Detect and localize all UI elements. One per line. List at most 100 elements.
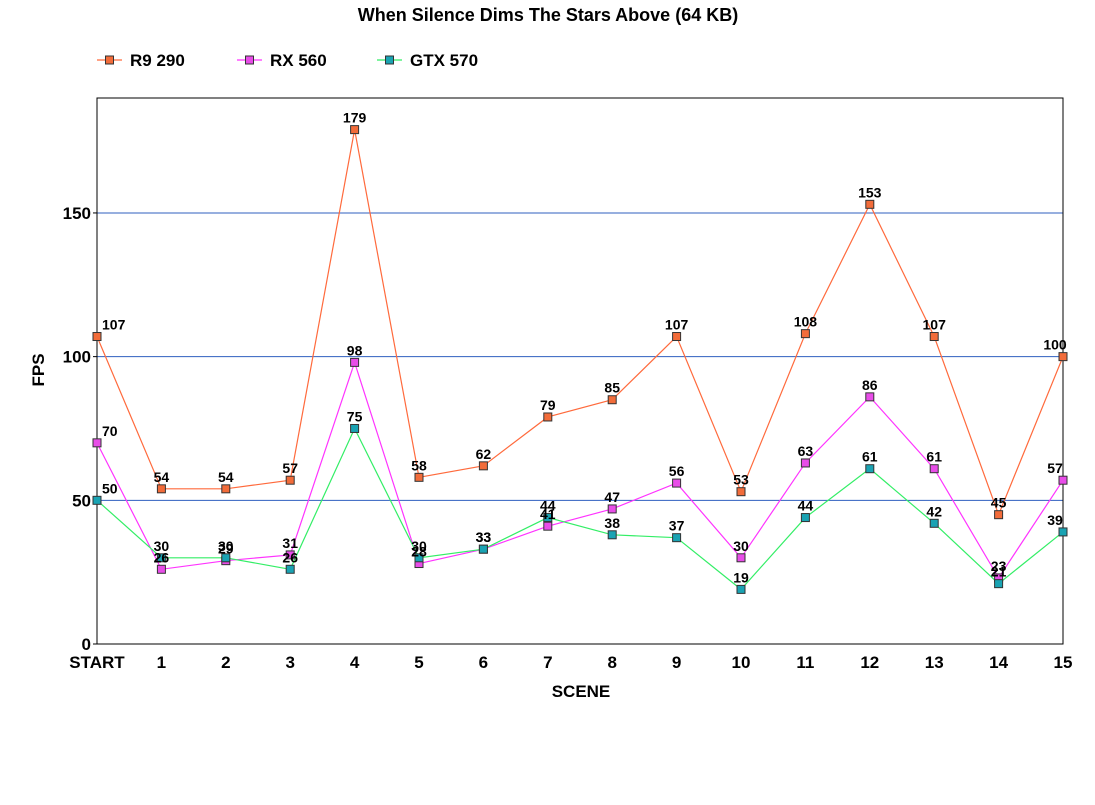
data-label: 58 — [411, 457, 427, 473]
data-point — [865, 464, 875, 474]
data-point — [672, 478, 682, 488]
data-point — [736, 553, 746, 563]
data-point — [543, 513, 553, 523]
data-label: 70 — [102, 423, 118, 439]
data-point — [221, 553, 231, 563]
data-label: 45 — [991, 495, 1007, 511]
legend-label: RX 560 — [270, 51, 327, 70]
data-point — [929, 464, 939, 474]
x-tick-label: 2 — [221, 653, 230, 672]
legend-marker — [245, 55, 254, 65]
data-point — [1058, 527, 1068, 537]
data-point — [156, 553, 166, 563]
data-point — [736, 584, 746, 594]
y-axis-label: FPS — [29, 353, 48, 386]
data-label: 30 — [733, 538, 749, 554]
data-label: 54 — [154, 469, 170, 485]
data-point — [607, 530, 617, 540]
data-label: 86 — [862, 377, 878, 393]
data-label: 107 — [923, 317, 947, 333]
data-label: 79 — [540, 397, 556, 413]
x-tick-label: 14 — [989, 653, 1008, 672]
data-label: 41 — [540, 506, 556, 522]
data-label: 33 — [476, 529, 492, 545]
x-tick-label: 4 — [350, 653, 360, 672]
data-label: 39 — [1047, 512, 1063, 528]
data-label: 19 — [733, 569, 749, 585]
data-label: 61 — [862, 449, 878, 465]
data-point — [350, 125, 360, 135]
x-tick-label: 15 — [1054, 653, 1073, 672]
data-label: 37 — [669, 518, 685, 534]
x-axis-label: SCENE — [552, 682, 611, 701]
data-point — [865, 199, 875, 209]
y-tick-label: 0 — [82, 635, 91, 654]
data-point — [285, 550, 295, 560]
data-label: 153 — [858, 184, 882, 200]
data-label: 38 — [604, 515, 620, 531]
data-point — [92, 495, 102, 505]
data-point — [800, 513, 810, 523]
chart-title: When Silence Dims The Stars Above (64 KB… — [358, 5, 738, 25]
data-label: 108 — [794, 314, 818, 330]
data-label: 33 — [476, 529, 492, 545]
series-line — [96, 129, 1064, 517]
data-point — [478, 544, 488, 554]
data-point — [1058, 475, 1068, 485]
data-point — [92, 438, 102, 448]
data-label: 57 — [282, 460, 298, 476]
data-point — [543, 412, 553, 422]
data-label: 30 — [154, 538, 170, 554]
y-tick-label: 50 — [72, 491, 91, 510]
data-point — [607, 395, 617, 405]
y-tick-label: 150 — [63, 204, 91, 223]
data-point — [414, 553, 424, 563]
data-label: 23 — [991, 558, 1007, 574]
data-point — [414, 472, 424, 482]
y-tick-label: 100 — [63, 348, 91, 367]
data-point — [543, 521, 553, 531]
data-point — [92, 332, 102, 342]
data-label: 75 — [347, 408, 363, 424]
data-label: 29 — [218, 541, 234, 557]
data-label: 26 — [282, 549, 298, 565]
data-point — [285, 475, 295, 485]
x-tick-label: 12 — [860, 653, 879, 672]
data-point — [800, 329, 810, 339]
data-point — [1058, 352, 1068, 362]
data-label: 21 — [991, 564, 1007, 580]
data-label: 30 — [411, 538, 427, 554]
data-label: 61 — [926, 449, 942, 465]
legend: R9 290 RX 560 GTX 570 — [97, 51, 478, 70]
x-tick-label: 8 — [607, 653, 616, 672]
data-label: 44 — [540, 498, 556, 514]
data-point — [478, 461, 488, 471]
data-point — [350, 357, 360, 367]
data-point — [156, 564, 166, 574]
series-line — [96, 360, 1064, 580]
data-point — [994, 579, 1004, 589]
data-label: 85 — [604, 380, 620, 396]
data-label: 107 — [102, 317, 126, 333]
data-label: 100 — [1043, 337, 1067, 353]
data-point — [607, 504, 617, 514]
data-label: 42 — [926, 503, 942, 519]
data-point — [156, 484, 166, 494]
data-point — [800, 458, 810, 468]
x-tick-label: 10 — [732, 653, 751, 672]
data-point — [221, 484, 231, 494]
data-point — [285, 564, 295, 574]
x-tick-label: 5 — [414, 653, 423, 672]
data-point — [994, 510, 1004, 520]
x-tick-label: 13 — [925, 653, 944, 672]
data-point — [672, 533, 682, 543]
data-label: 57 — [1047, 460, 1063, 476]
x-tick-label: 3 — [285, 653, 294, 672]
x-tick-label: 6 — [479, 653, 488, 672]
x-tick-label: 11 — [796, 653, 814, 672]
x-tick-label: START — [69, 653, 125, 672]
data-label: 26 — [154, 549, 170, 565]
x-tick-label: 7 — [543, 653, 552, 672]
